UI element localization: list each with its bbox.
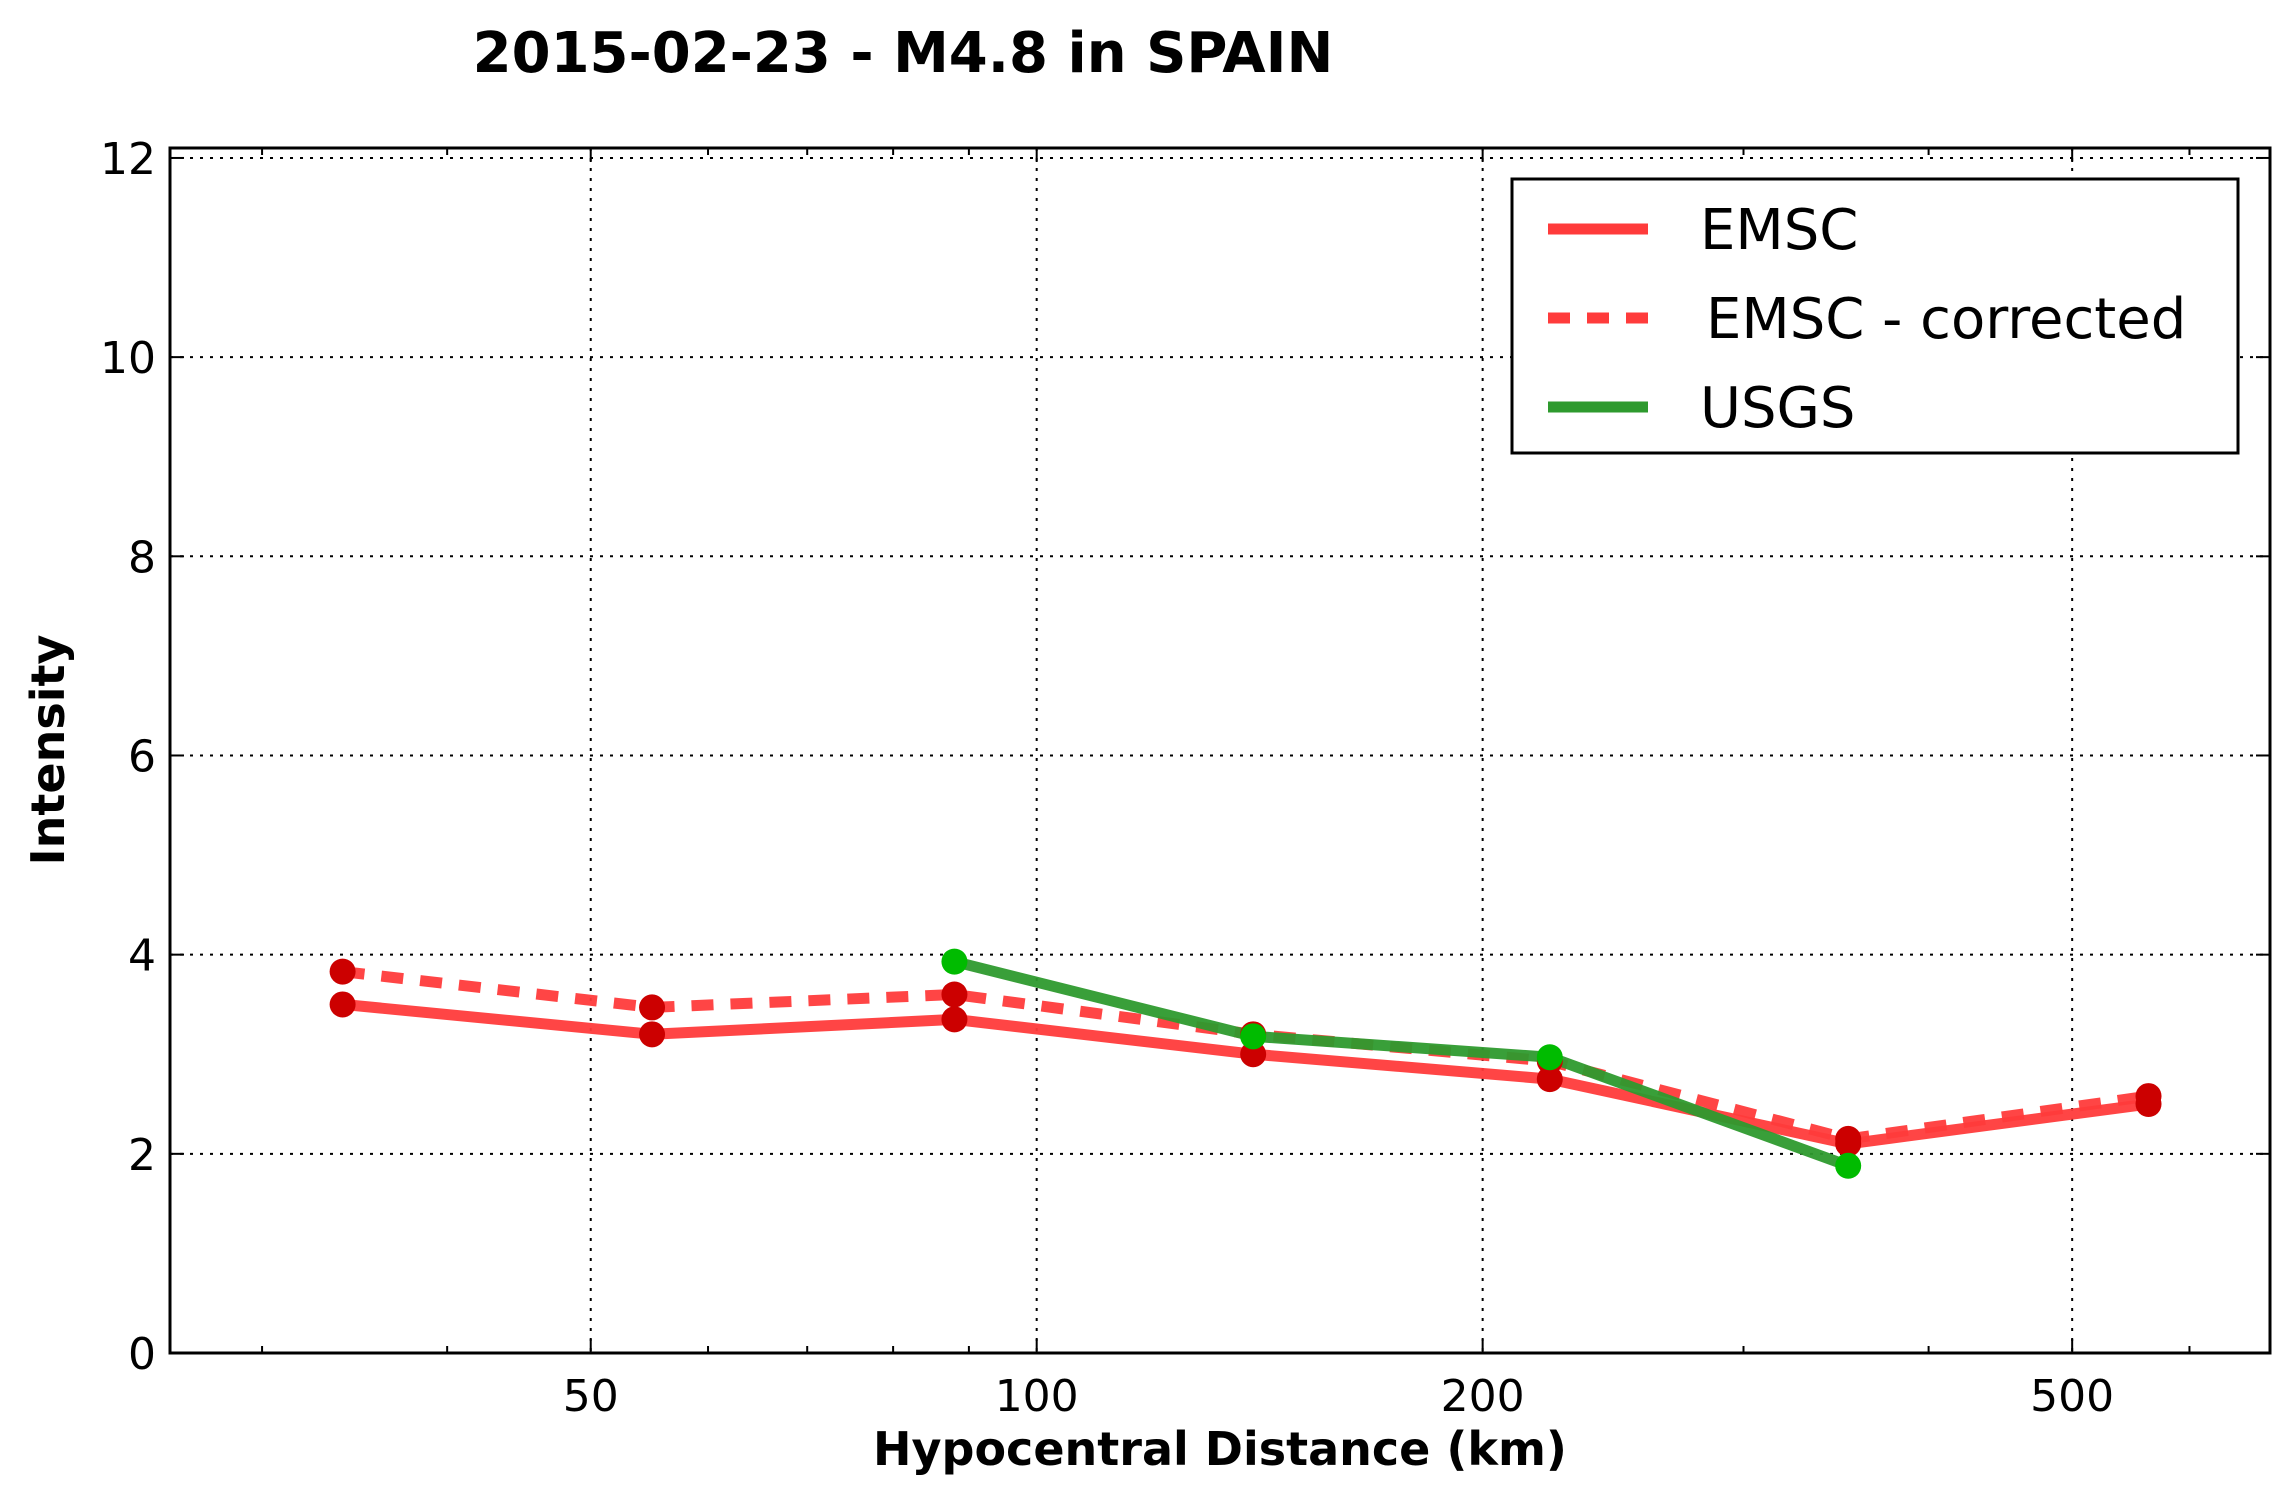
legend-label-emsc-corrected: EMSC - corrected (1706, 287, 2186, 352)
series-line-2 (953, 956, 1851, 1171)
series-2-point (1240, 1023, 1267, 1050)
series-0-point (639, 1021, 666, 1048)
grid (170, 148, 2270, 1354)
legend-label-emsc: EMSC (1700, 198, 1858, 263)
x-tick-label: 500 (2030, 1371, 2114, 1422)
y-axis-label: Intensity (21, 635, 75, 866)
series-2-point (1835, 1152, 1862, 1179)
x-tick-label: 200 (1441, 1371, 1525, 1422)
series-2-point (941, 948, 968, 975)
y-tick-label: 2 (128, 1130, 156, 1181)
series-1-point (639, 994, 666, 1021)
chart-title: 2015-02-23 - M4.8 in SPAIN (473, 21, 1334, 86)
y-tick-label: 6 (128, 731, 156, 782)
y-tick-label: 0 (128, 1329, 156, 1380)
plot-frame (168, 146, 2272, 1355)
x-tick-label: 100 (995, 1371, 1079, 1422)
axis-ticks: 0 2 4 6 8 10 12 50 100 200 500 (100, 134, 2270, 1422)
series-1-point (941, 981, 968, 1008)
y-tick-label: 4 (128, 931, 156, 982)
legend: EMSC EMSC - corrected USGS (1510, 177, 2240, 455)
series-0-point (941, 1006, 968, 1033)
legend-label-usgs: USGS (1700, 376, 1855, 441)
y-tick-label: 12 (100, 134, 156, 185)
x-axis-label: Hypocentral Distance (km) (873, 1422, 1567, 1476)
series-0-point (1536, 1066, 1563, 1093)
series-1-point (1835, 1125, 1862, 1152)
series-1-point (2135, 1083, 2162, 1110)
series-0-point (329, 991, 356, 1018)
series-layer (329, 948, 2162, 1179)
y-tick-label: 10 (100, 333, 156, 384)
x-tick-label: 50 (563, 1371, 619, 1422)
series-0-point (1240, 1041, 1267, 1068)
series-2-point (1536, 1044, 1563, 1071)
series-1-point (329, 958, 356, 985)
y-tick-label: 8 (128, 532, 156, 583)
